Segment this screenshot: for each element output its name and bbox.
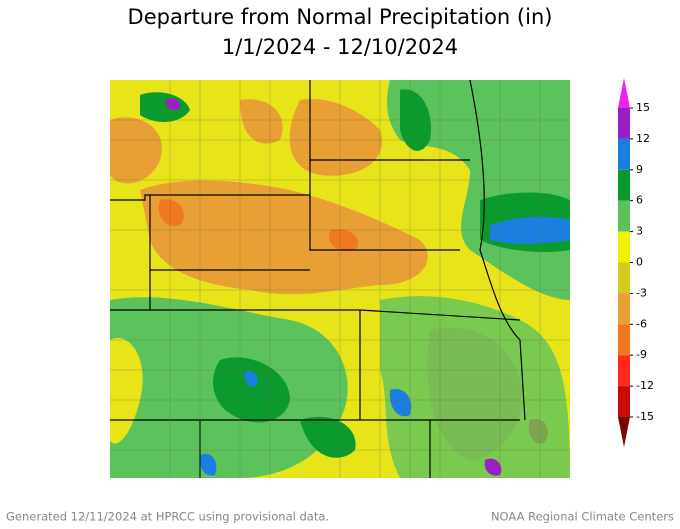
colorbar-band	[618, 386, 630, 417]
colorbar-tick-label: -6	[636, 317, 647, 330]
footer-right: NOAA Regional Climate Centers	[491, 510, 674, 524]
colorbar-band	[618, 231, 630, 263]
colorbar-tick-label: 0	[636, 256, 643, 269]
colorbar-band	[618, 293, 630, 325]
map	[110, 80, 570, 478]
colorbar-band	[618, 200, 630, 232]
colorbar-band	[618, 262, 630, 294]
colorbar-tick-label: -15	[636, 410, 654, 423]
colorbar-band	[618, 355, 630, 387]
footer-left: Generated 12/11/2024 at HPRCC using prov…	[6, 510, 329, 524]
map-subtitle: 1/1/2024 - 12/10/2024	[222, 35, 458, 59]
colorbar-band	[618, 108, 630, 139]
colorbar-tick-label: 9	[636, 163, 643, 176]
map-title: Departure from Normal Precipitation (in)	[128, 5, 553, 29]
colorbar-over	[618, 78, 630, 108]
colorbar-band	[618, 324, 630, 356]
colorbar-tick-label: -9	[636, 348, 647, 361]
colorbar-tick-label: 6	[636, 194, 643, 207]
colorbar-band	[618, 138, 630, 170]
colorbar-under	[618, 417, 630, 447]
colorbar-tick-label: -12	[636, 379, 654, 392]
colorbar-tick-label: 15	[636, 101, 650, 114]
colorbar-band	[618, 169, 630, 201]
colorbar-tick-label: -3	[636, 286, 647, 299]
colorbar-tick-label: 3	[636, 225, 643, 238]
colorbar-tick-label: 12	[636, 132, 650, 145]
colorbar: 15 12 9 6 3 0 -3 -6 -9 -12 -15	[618, 78, 654, 447]
